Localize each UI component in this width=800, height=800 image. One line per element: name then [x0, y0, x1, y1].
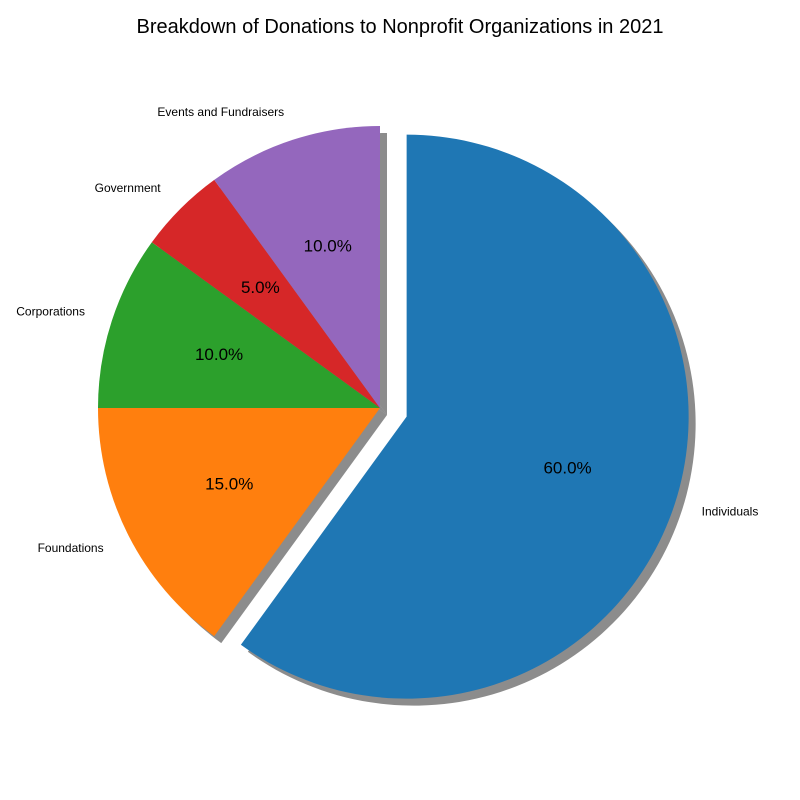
slice-pct-individuals: 60.0%: [543, 458, 591, 477]
slice-pct-government: 5.0%: [241, 278, 280, 297]
slice-corporations: [98, 242, 380, 408]
slice-pct-events-and-fundraisers: 10.0%: [304, 237, 352, 256]
slice-pct-foundations: 15.0%: [205, 474, 253, 493]
chart-title: Breakdown of Donations to Nonprofit Orga…: [136, 16, 664, 38]
slice-pct-corporations: 10.0%: [195, 345, 243, 364]
slice-label-corporations: Corporations: [16, 304, 85, 318]
pie-slices: [98, 125, 689, 699]
slice-foundations: [98, 408, 380, 637]
slice-individuals: [240, 134, 689, 699]
slice-label-events-and-fundraisers: Events and Fundraisers: [157, 105, 284, 119]
slice-label-government: Government: [95, 181, 162, 195]
slice-label-individuals: Individuals: [702, 505, 759, 519]
slice-labels: Individuals 60.0% Foundations 15.0% Corporat…: [16, 105, 758, 555]
slice-government: [151, 179, 380, 408]
slice-label-foundations: Foundations: [38, 541, 104, 555]
slice-events-and-fundraisers: [214, 125, 380, 408]
